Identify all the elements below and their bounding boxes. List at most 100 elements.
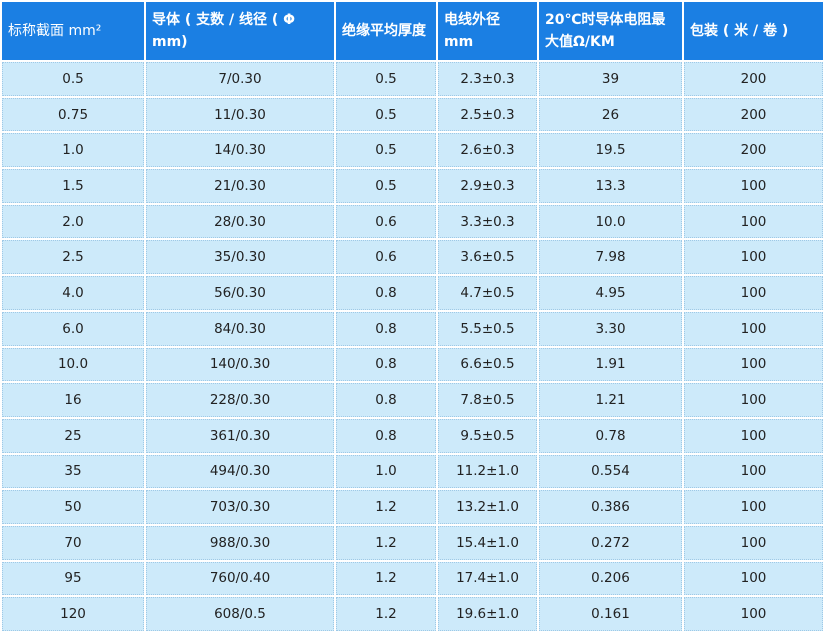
table-cell: 4.7±0.5 [438, 276, 537, 310]
table-cell: 494/0.30 [146, 454, 334, 489]
header-cell: 电线外径 mm [438, 2, 537, 60]
table-row: 2.0 28/0.30 0.6 3.3±0.3 10.0 100 [2, 204, 823, 239]
table-cell: 13.2±1.0 [438, 490, 537, 524]
table-cell: 0.8 [336, 311, 436, 346]
table-cell: 14/0.30 [146, 133, 334, 168]
table-cell: 100 [684, 597, 823, 631]
table-cell: 3.3±0.3 [438, 204, 537, 239]
table-cell: 200 [684, 133, 823, 168]
table-cell: 0.386 [539, 490, 682, 524]
table-cell: 2.3±0.3 [438, 62, 537, 96]
table-cell: 0.8 [336, 383, 436, 417]
table-cell: 1.5 [2, 169, 144, 203]
table-cell: 0.75 [2, 97, 144, 132]
table-cell: 19.6±1.0 [438, 597, 537, 631]
table-cell: 361/0.30 [146, 418, 334, 453]
table-row: 6.0 84/0.30 0.8 5.5±0.5 3.30 100 [2, 311, 823, 346]
table-row: 50 703/0.30 1.2 13.2±1.0 0.386 100 [2, 490, 823, 524]
table-cell: 100 [684, 525, 823, 560]
table-cell: 6.0 [2, 311, 144, 346]
table-cell: 0.5 [2, 62, 144, 96]
table-cell: 26 [539, 97, 682, 132]
table-row: 35 494/0.30 1.0 11.2±1.0 0.554 100 [2, 454, 823, 489]
table-cell: 3.6±0.5 [438, 240, 537, 275]
table-cell: 4.95 [539, 276, 682, 310]
table-body: 0.5 7/0.30 0.5 2.3±0.3 39 200 0.75 11/0.30 0.5 2.… [2, 62, 823, 631]
table-cell: 100 [684, 169, 823, 203]
table-row: 4.0 56/0.30 0.8 4.7±0.5 4.95 100 [2, 276, 823, 310]
table-row: 10.0 140/0.30 0.8 6.6±0.5 1.91 100 [2, 347, 823, 382]
table-cell: 0.6 [336, 240, 436, 275]
table-cell: 0.5 [336, 97, 436, 132]
table-cell: 70 [2, 525, 144, 560]
table-cell: 4.0 [2, 276, 144, 310]
table-cell: 1.0 [2, 133, 144, 168]
table-cell: 84/0.30 [146, 311, 334, 346]
table-row: 120 608/0.5 1.2 19.6±1.0 0.161 100 [2, 597, 823, 631]
table-cell: 2.6±0.3 [438, 133, 537, 168]
table-cell: 1.2 [336, 490, 436, 524]
table-row: 95 760/0.40 1.2 17.4±1.0 0.206 100 [2, 561, 823, 596]
table-cell: 50 [2, 490, 144, 524]
table-cell: 0.8 [336, 347, 436, 382]
header-cell: 20℃时导体电阻最大值Ω/KM [539, 2, 682, 60]
table-cell: 16 [2, 383, 144, 417]
table-cell: 0.5 [336, 133, 436, 168]
header-cell: 导体 ( 支数 / 线径 ( Φ mm) [146, 2, 334, 60]
table-cell: 0.206 [539, 561, 682, 596]
table-cell: 3.30 [539, 311, 682, 346]
table-cell: 200 [684, 62, 823, 96]
table-cell: 200 [684, 97, 823, 132]
header-cell: 包装 ( 米 / 卷 ) [684, 2, 823, 60]
table-cell: 608/0.5 [146, 597, 334, 631]
table-cell: 100 [684, 240, 823, 275]
table-cell: 2.9±0.3 [438, 169, 537, 203]
table-cell: 120 [2, 597, 144, 631]
table-cell: 10.0 [539, 204, 682, 239]
table-cell: 100 [684, 383, 823, 417]
table-cell: 35 [2, 454, 144, 489]
table-cell: 0.272 [539, 525, 682, 560]
table-cell: 100 [684, 311, 823, 346]
table-cell: 5.5±0.5 [438, 311, 537, 346]
table-row: 1.5 21/0.30 0.5 2.9±0.3 13.3 100 [2, 169, 823, 203]
table-cell: 39 [539, 62, 682, 96]
table-cell: 17.4±1.0 [438, 561, 537, 596]
table-cell: 0.5 [336, 62, 436, 96]
table-cell: 0.78 [539, 418, 682, 453]
table-cell: 35/0.30 [146, 240, 334, 275]
table-cell: 19.5 [539, 133, 682, 168]
table-row: 2.5 35/0.30 0.6 3.6±0.5 7.98 100 [2, 240, 823, 275]
table-cell: 2.5 [2, 240, 144, 275]
table-cell: 1.91 [539, 347, 682, 382]
table-cell: 100 [684, 454, 823, 489]
table-cell: 100 [684, 204, 823, 239]
table-cell: 7/0.30 [146, 62, 334, 96]
table-cell: 760/0.40 [146, 561, 334, 596]
table-cell: 28/0.30 [146, 204, 334, 239]
table-cell: 0.8 [336, 418, 436, 453]
table-cell: 25 [2, 418, 144, 453]
table-cell: 0.8 [336, 276, 436, 310]
table-row: 0.5 7/0.30 0.5 2.3±0.3 39 200 [2, 62, 823, 96]
table-cell: 0.5 [336, 169, 436, 203]
table-cell: 1.21 [539, 383, 682, 417]
table-cell: 95 [2, 561, 144, 596]
table-row: 25 361/0.30 0.8 9.5±0.5 0.78 100 [2, 418, 823, 453]
table-cell: 10.0 [2, 347, 144, 382]
table-cell: 7.8±0.5 [438, 383, 537, 417]
table-cell: 0.6 [336, 204, 436, 239]
table-cell: 9.5±0.5 [438, 418, 537, 453]
header-cell: 标称截面 mm² [2, 2, 144, 60]
table-cell: 100 [684, 347, 823, 382]
table-cell: 0.161 [539, 597, 682, 631]
table-cell: 100 [684, 561, 823, 596]
table-cell: 703/0.30 [146, 490, 334, 524]
table-cell: 1.2 [336, 561, 436, 596]
header-row: 标称截面 mm² 导体 ( 支数 / 线径 ( Φ mm) 绝缘平均厚度 电线外径 m… [2, 2, 823, 60]
table-cell: 140/0.30 [146, 347, 334, 382]
table-cell: 21/0.30 [146, 169, 334, 203]
header-cell: 绝缘平均厚度 [336, 2, 436, 60]
table-row: 70 988/0.30 1.2 15.4±1.0 0.272 100 [2, 525, 823, 560]
